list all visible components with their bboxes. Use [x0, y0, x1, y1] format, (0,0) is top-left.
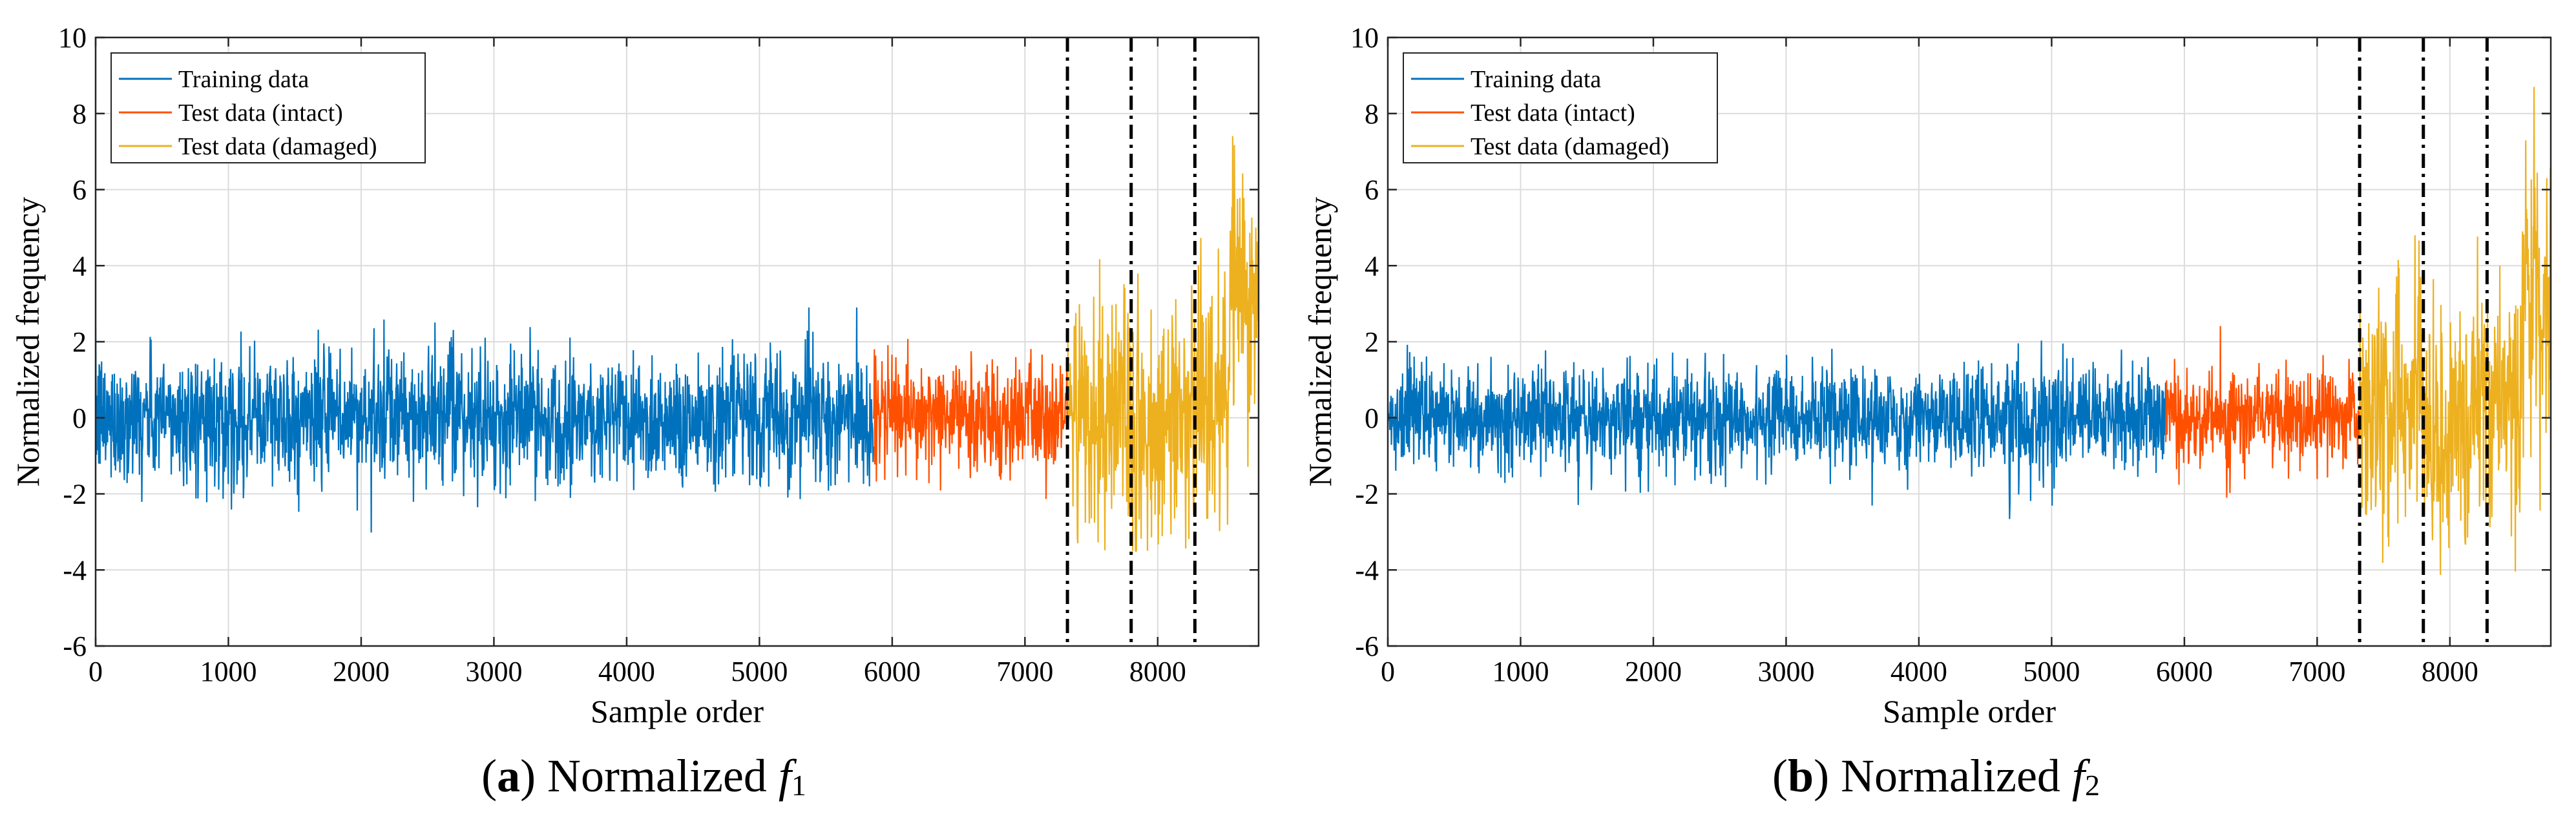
x-tick-label: 8000 — [2422, 656, 2478, 687]
legend: Training data Test data (intact) Test data… — [110, 52, 426, 163]
y-tick-label: 4 — [72, 250, 87, 282]
y-tick-label: -4 — [63, 554, 87, 586]
x-tick-label: 6000 — [2156, 656, 2213, 687]
caption-b: (b) Normalized f2 — [1772, 750, 2100, 802]
plot-area — [96, 136, 1259, 552]
chart-b: 0 1000 2000 3000 4000 5000 6000 7000 8000 -6 -4 -2 0… — [1302, 22, 2552, 729]
x-axis-label: Sample order — [1883, 693, 2056, 729]
x-tick-label: 3000 — [465, 656, 522, 687]
x-tick-label: 5000 — [731, 656, 788, 687]
series-line-2 — [2165, 326, 2360, 498]
caption-symbol: f — [778, 750, 791, 802]
x-tick-label: 0 — [89, 656, 103, 687]
legend-label: Test data (intact) — [178, 99, 343, 127]
series-line-1 — [96, 307, 874, 533]
legend-box — [1403, 52, 1718, 163]
legend-label: Training data — [178, 66, 309, 93]
x-tick-label: 4000 — [598, 656, 655, 687]
caption-prefix: Normalized — [547, 750, 779, 802]
y-tick-label: 8 — [72, 98, 87, 130]
caption-letter: b — [1788, 750, 1814, 802]
x-tick-label: 3000 — [1757, 656, 1814, 687]
legend-label: Test data (damaged) — [1471, 133, 1670, 160]
y-tick-label: -2 — [1355, 479, 1379, 510]
caption-a: (a) Normalized f1 — [481, 750, 806, 802]
chart-a: 0 1000 2000 3000 4000 5000 6000 7000 8000 -6 -4 -2 0… — [10, 22, 1260, 729]
series-line-2 — [873, 339, 1068, 499]
y-tick-label: 0 — [1365, 402, 1379, 434]
x-tick-label: 8000 — [1129, 656, 1186, 687]
y-tick-label: 0 — [72, 402, 87, 434]
x-tick-label: 4000 — [1890, 656, 1947, 687]
caption-prefix: Normalized — [1841, 750, 2072, 802]
x-tick-label: 5000 — [2023, 656, 2080, 687]
y-tick-label: -6 — [63, 630, 87, 662]
x-tick-label: 1000 — [200, 656, 257, 687]
plot-area — [1388, 87, 2551, 576]
x-tick-label: 7000 — [2288, 656, 2345, 687]
x-tick-label: 2000 — [1625, 656, 1682, 687]
caption-subscript: 2 — [2084, 769, 2100, 802]
y-tick-label: 6 — [1365, 174, 1379, 206]
y-tick-label: -2 — [63, 479, 87, 510]
x-tick-label: 0 — [1381, 656, 1395, 687]
y-axis-label: Normalized frequency — [1302, 197, 1338, 486]
y-tick-label: 6 — [72, 174, 87, 206]
legend-label: Test data (intact) — [1471, 99, 1635, 127]
y-tick-label: 2 — [1365, 326, 1379, 358]
x-axis-label: Sample order — [591, 693, 764, 729]
y-tick-label: -4 — [1355, 554, 1379, 586]
caption-symbol: f — [2071, 750, 2085, 802]
caption-letter: a — [497, 750, 521, 802]
chart-panel-b: 0 1000 2000 3000 4000 5000 6000 7000 8000 -6 -4 -2 0… — [1292, 0, 2576, 823]
chart-panel-a: 0 1000 2000 3000 4000 5000 6000 7000 8000 -6 -4 -2 0… — [10, 22, 1260, 802]
legend-box — [110, 52, 426, 163]
legend: Training data Test data (intact) Test data… — [1403, 52, 1718, 163]
y-tick-label: 2 — [72, 326, 87, 358]
x-tick-label: 7000 — [996, 656, 1053, 687]
x-tick-label: 6000 — [864, 656, 921, 687]
y-tick-label: 10 — [1350, 22, 1379, 54]
legend-label: Test data (damaged) — [178, 133, 377, 160]
y-tick-label: 10 — [58, 22, 87, 54]
series-line-3 — [2359, 87, 2551, 576]
x-tick-label: 1000 — [1492, 656, 1549, 687]
x-tick-label: 2000 — [333, 656, 390, 687]
series-line-1 — [1388, 340, 2166, 519]
y-tick-label: -6 — [1355, 630, 1379, 662]
series-line-3 — [1067, 136, 1259, 552]
y-tick-label: 8 — [1365, 98, 1379, 130]
y-tick-label: 4 — [1365, 250, 1379, 282]
caption-subscript: 1 — [791, 769, 806, 802]
y-axis-label: Normalized frequency — [10, 197, 46, 486]
legend-label: Training data — [1471, 66, 1601, 93]
